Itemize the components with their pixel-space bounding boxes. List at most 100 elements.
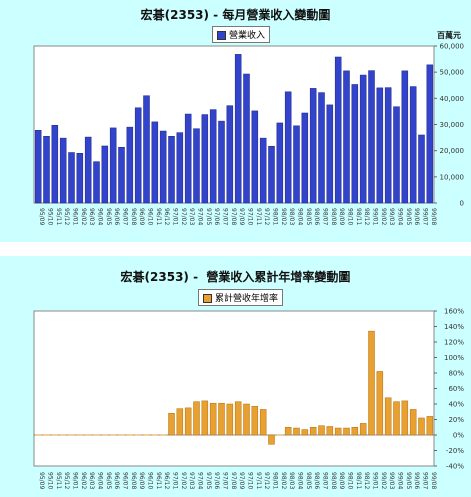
- x-tick-label: 97/02: [180, 472, 187, 489]
- bar: [343, 70, 350, 204]
- x-tick-label: 96/08: [130, 472, 137, 489]
- bar: [226, 403, 234, 436]
- x-tick-label: 99/03: [388, 208, 395, 225]
- x-tick-label: 98/01: [272, 208, 279, 225]
- y-tick-label: 40%: [448, 401, 464, 409]
- bar: [426, 416, 434, 436]
- bar: [318, 425, 325, 436]
- growth-chart-svg: -40% -20% 0% 20% 40% 60% 80% 100% 120% 140% 160% 95…: [33, 308, 464, 489]
- bar: [309, 88, 317, 204]
- x-tick-label: 98/08: [330, 208, 337, 225]
- bar: [243, 403, 250, 436]
- x-tick-label: 97/08: [230, 472, 237, 489]
- x-tick-label: 97/05: [205, 472, 212, 489]
- bar: [326, 426, 334, 436]
- bar: [401, 400, 409, 436]
- bar: [426, 64, 434, 204]
- x-tick-label: 98/09: [338, 208, 345, 225]
- bar: [43, 136, 50, 204]
- bar: [118, 147, 125, 204]
- x-tick-label: 98/02: [280, 472, 287, 489]
- x-tick-label: 96/01: [72, 472, 79, 489]
- y-tick-label: 140%: [444, 323, 464, 331]
- bar: [184, 113, 192, 204]
- x-tick-label: 99/02: [380, 208, 387, 225]
- bar: [51, 125, 59, 204]
- bar: [334, 427, 342, 436]
- bar: [401, 70, 409, 204]
- bar: [176, 132, 184, 204]
- x-tick-label: 95/12: [63, 472, 70, 489]
- x-tick-label: 98/04: [297, 208, 304, 225]
- x-tick-label: 95/11: [55, 208, 62, 225]
- bar: [101, 145, 109, 204]
- bar: [293, 427, 300, 436]
- plot-area: [33, 310, 435, 467]
- bar: [259, 409, 267, 436]
- x-tick-label: 96/02: [80, 472, 87, 489]
- x-tick-label: 97/07: [222, 472, 229, 489]
- bar: [368, 70, 375, 204]
- x-tick-label: 97/04: [197, 208, 204, 225]
- x-tick-label: 97/02: [180, 208, 187, 225]
- x-tick-label: 96/05: [105, 472, 112, 489]
- x-tick-label: 96/06: [113, 472, 120, 489]
- bar: [218, 120, 225, 204]
- x-tick-label: 99/07: [422, 208, 429, 225]
- bar: [209, 109, 217, 204]
- x-tick-label: 97/09: [238, 472, 245, 489]
- bar: [284, 427, 292, 436]
- x-tick-label: 95/11: [55, 472, 62, 489]
- bar: [376, 87, 384, 204]
- bar: [268, 434, 275, 445]
- x-tick-label: 97/06: [213, 472, 220, 489]
- chart-title: 宏碁(2353) - 營業收入累計年增率變動圖: [120, 270, 351, 284]
- chart-title: 宏碁(2353) - 每月營業收入變動圖: [140, 8, 331, 22]
- unit-label: 百萬元: [437, 31, 461, 40]
- bar: [351, 427, 359, 436]
- bar: [193, 128, 200, 204]
- bar: [276, 122, 284, 204]
- bar: [109, 127, 117, 204]
- legend-label: 營業收入: [229, 31, 266, 41]
- chart-legend: 營業收入: [212, 26, 271, 43]
- bar: [251, 110, 259, 204]
- bar: [393, 401, 400, 436]
- x-tick-label: 96/06: [113, 208, 120, 225]
- y-tick-label: 30,000: [440, 121, 465, 129]
- chart-legend: 累計營收年增率: [198, 289, 284, 306]
- x-tick-label: 98/09: [338, 472, 345, 489]
- x-tick-label: 96/01: [72, 208, 79, 225]
- x-tick-label: 97/09: [238, 208, 245, 225]
- y-tick-label: -20%: [446, 447, 464, 455]
- bar: [343, 427, 350, 436]
- bar: [259, 137, 267, 204]
- y-tick-label: 120%: [444, 339, 464, 347]
- x-tick-label: 96/10: [147, 472, 154, 489]
- bar: [351, 84, 359, 204]
- bar: [184, 407, 192, 436]
- bar: [409, 86, 417, 204]
- y-tick-label: 0%: [453, 432, 464, 440]
- x-tick-label: 97/05: [205, 208, 212, 225]
- x-tick-label: 96/11: [155, 208, 162, 225]
- x-tick-label: 98/07: [322, 208, 329, 225]
- bar: [268, 145, 275, 204]
- x-tick-label: 96/09: [138, 208, 145, 225]
- bar: [143, 95, 150, 204]
- x-tick-label: 97/08: [230, 208, 237, 225]
- x-tick-label: 96/07: [122, 472, 129, 489]
- bar: [251, 406, 259, 436]
- x-tick-label: 99/01: [372, 472, 379, 489]
- bar: [418, 134, 425, 204]
- bar: [218, 402, 225, 436]
- y-tick-label: 10,000: [440, 173, 465, 181]
- legend-label: 累計營收年增率: [215, 294, 279, 304]
- x-tick-label: 98/03: [288, 208, 295, 225]
- bar: [234, 54, 242, 204]
- x-tick-label: 96/07: [122, 208, 129, 225]
- x-tick-label: 96/04: [97, 208, 104, 225]
- bar: [293, 125, 300, 204]
- x-tick-label: 99/02: [380, 472, 387, 489]
- y-tick-label: 0: [460, 200, 464, 208]
